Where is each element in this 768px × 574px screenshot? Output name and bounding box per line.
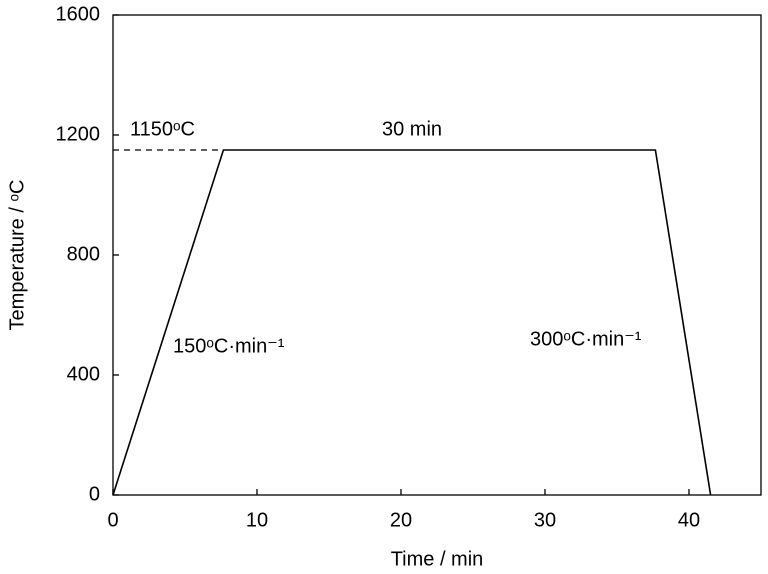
- annotation: 150ᵒC·min⁻¹: [173, 335, 285, 357]
- y-tick-label: 1600: [56, 3, 101, 25]
- y-tick-label: 0: [89, 483, 100, 505]
- y-tick-label: 800: [67, 243, 100, 265]
- x-tick-label: 30: [534, 509, 556, 531]
- y-tick-label: 1200: [56, 123, 101, 145]
- annotation: 1150ᵒC: [130, 118, 195, 140]
- y-tick-label: 400: [67, 363, 100, 385]
- x-tick-label: 0: [107, 509, 118, 531]
- x-tick-label: 10: [246, 509, 268, 531]
- data-line: [112, 149, 712, 496]
- x-axis-label: Time / min: [391, 548, 484, 570]
- y-axis-label: Temperature / ᵒC: [6, 180, 28, 331]
- x-tick-label: 20: [390, 509, 412, 531]
- annotation: 300ᵒC·min⁻¹: [530, 328, 642, 350]
- x-tick-label: 40: [678, 509, 700, 531]
- plot-frame: [112, 14, 762, 496]
- annotation: 30 min: [382, 118, 442, 140]
